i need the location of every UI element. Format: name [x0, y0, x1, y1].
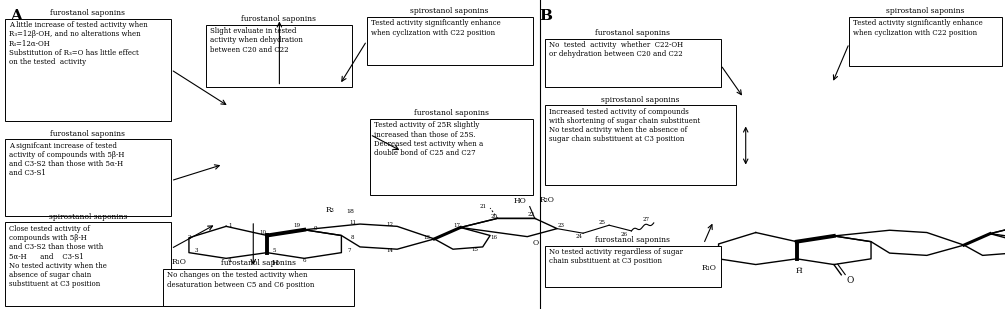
Text: 16: 16 — [490, 235, 497, 240]
Text: 23: 23 — [558, 223, 564, 228]
Text: furostanol saponins: furostanol saponins — [50, 9, 126, 17]
FancyBboxPatch shape — [163, 269, 354, 306]
Text: spirostanol saponins: spirostanol saponins — [410, 7, 489, 15]
Text: H: H — [272, 260, 278, 267]
Text: furostanol saponins: furostanol saponins — [221, 259, 295, 267]
Text: 20: 20 — [490, 214, 497, 218]
Text: R₂O: R₂O — [540, 197, 555, 205]
Text: HO: HO — [514, 197, 527, 205]
Text: 15: 15 — [471, 247, 478, 252]
Text: 14: 14 — [386, 248, 393, 253]
Text: 22: 22 — [528, 212, 535, 218]
FancyBboxPatch shape — [5, 222, 171, 306]
Text: spirostanol saponins: spirostanol saponins — [601, 95, 679, 104]
Text: furostanol saponins: furostanol saponins — [414, 109, 488, 117]
FancyBboxPatch shape — [370, 119, 533, 195]
Text: 21: 21 — [479, 205, 486, 210]
Text: A: A — [10, 9, 22, 23]
Text: R₁O: R₁O — [701, 265, 717, 272]
FancyBboxPatch shape — [849, 17, 1002, 66]
Text: Tested activity significantly enhance
when cyclization with C22 position: Tested activity significantly enhance wh… — [371, 19, 500, 37]
Text: Tested activity of 25R slightly
increased than those of 25S.
Decreased test acti: Tested activity of 25R slightly increase… — [374, 121, 483, 157]
Text: furostanol saponins: furostanol saponins — [50, 129, 126, 138]
Text: A signifcant increase of tested
activity of compounds with 5β-H
and C3-S2 than t: A signifcant increase of tested activity… — [9, 142, 125, 177]
Text: spirostanol saponins: spirostanol saponins — [886, 7, 965, 15]
Text: 11: 11 — [349, 220, 356, 225]
Text: 2: 2 — [187, 235, 191, 240]
Text: 12: 12 — [386, 222, 393, 226]
Text: 8: 8 — [351, 235, 355, 240]
Text: O: O — [846, 276, 853, 286]
Text: Close tested activity of
compounds with 5β-H
and C3-S2 than those with
5α-H     : Close tested activity of compounds with … — [9, 225, 107, 288]
Text: 7: 7 — [347, 248, 351, 253]
Text: No  tested  activity  whether  C22-OH
or dehydration between C20 and C22: No tested activity whether C22-OH or deh… — [549, 41, 682, 58]
Text: 5: 5 — [272, 248, 276, 253]
Text: Slight evaluate in tested
activity when dehydration
between C20 and C22: Slight evaluate in tested activity when … — [210, 27, 303, 53]
Text: 4: 4 — [228, 258, 231, 263]
Text: B: B — [540, 9, 553, 23]
Text: 26: 26 — [620, 232, 627, 237]
Text: furostanol saponins: furostanol saponins — [241, 15, 317, 23]
Text: spirostanol saponins: spirostanol saponins — [48, 213, 128, 221]
FancyBboxPatch shape — [367, 17, 533, 65]
Text: Increased tested activity of compounds
with shortening of sugar chain substituen: Increased tested activity of compounds w… — [549, 108, 699, 143]
Text: furostanol saponins: furostanol saponins — [595, 236, 670, 244]
Text: 9: 9 — [314, 226, 318, 231]
Text: 18: 18 — [347, 209, 355, 214]
Text: 25: 25 — [598, 220, 605, 225]
Text: 13: 13 — [423, 235, 430, 240]
Text: 6: 6 — [303, 258, 306, 263]
FancyBboxPatch shape — [545, 105, 736, 185]
FancyBboxPatch shape — [206, 25, 352, 87]
FancyBboxPatch shape — [5, 19, 171, 121]
Text: 17: 17 — [453, 223, 460, 228]
FancyBboxPatch shape — [5, 139, 171, 216]
Text: 1: 1 — [228, 223, 231, 228]
Text: R₁O: R₁O — [172, 258, 187, 266]
Text: No tested activity regardless of sugar
chain substituent at C3 position: No tested activity regardless of sugar c… — [549, 248, 682, 265]
Text: Tested activity significantly enhance
when cyclization with C22 position: Tested activity significantly enhance wh… — [853, 19, 983, 37]
Text: No changes on the tested activity when
desaturation between C5 and C6 position: No changes on the tested activity when d… — [167, 271, 315, 289]
Text: 24: 24 — [576, 234, 583, 239]
FancyBboxPatch shape — [545, 39, 721, 87]
Text: furostanol saponins: furostanol saponins — [595, 29, 670, 37]
Text: 3: 3 — [195, 248, 198, 253]
Text: 19: 19 — [293, 223, 300, 228]
Text: H̅: H̅ — [795, 267, 802, 274]
Text: R₃: R₃ — [326, 206, 335, 214]
FancyBboxPatch shape — [545, 246, 721, 287]
Text: A little increase of tested activity when
R₃=12β-OH, and no alterations when
R₃=: A little increase of tested activity whe… — [9, 21, 148, 66]
Text: 27: 27 — [643, 217, 650, 222]
Text: O: O — [533, 239, 539, 247]
Text: 10: 10 — [260, 230, 266, 235]
